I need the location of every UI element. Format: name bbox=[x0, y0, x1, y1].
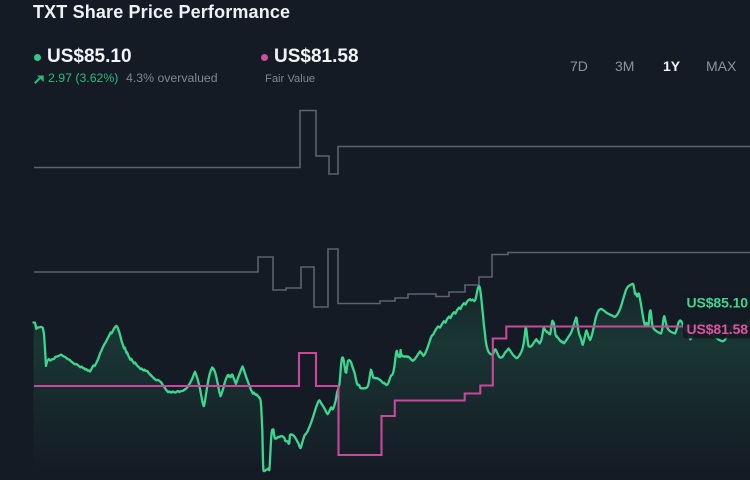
svg-text:US$81.58: US$81.58 bbox=[687, 321, 749, 337]
svg-text:US$85.10: US$85.10 bbox=[687, 294, 749, 310]
